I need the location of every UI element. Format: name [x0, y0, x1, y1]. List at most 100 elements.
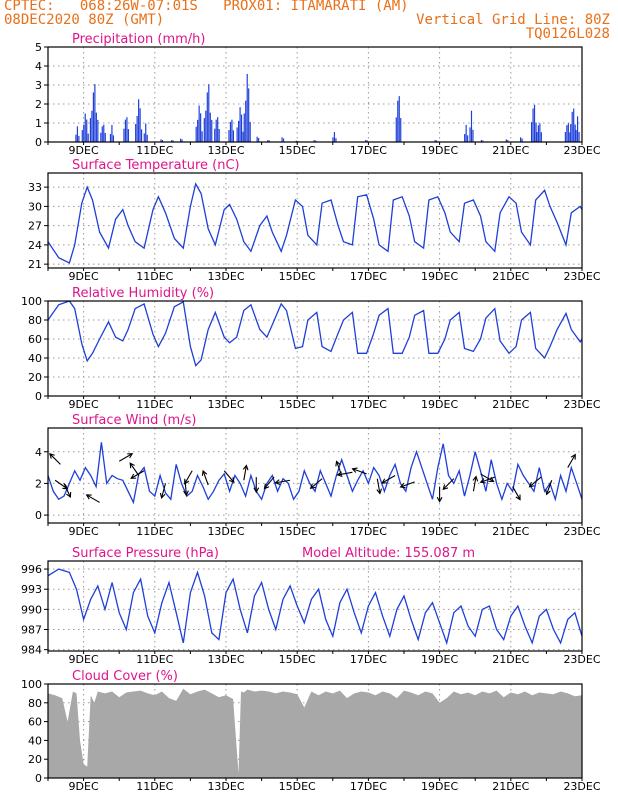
x-tick-label: 21DEC — [492, 144, 529, 157]
precip-bar — [507, 140, 509, 142]
precip-bar — [521, 138, 523, 142]
y-tick-label: 100 — [21, 295, 42, 308]
precip-bar — [136, 116, 138, 142]
x-tick-label: 15DEC — [279, 398, 316, 411]
y-tick-label: 984 — [21, 644, 42, 657]
precip-bar — [94, 84, 96, 142]
wind-vector — [335, 460, 343, 476]
x-tick-label: 19DEC — [421, 398, 458, 411]
precip-bar — [124, 119, 127, 142]
y-tick-label: 0 — [35, 772, 42, 785]
precip-bar — [161, 140, 164, 142]
precip-bar — [101, 126, 103, 142]
wind-vector — [479, 476, 495, 484]
precip-bar — [87, 133, 89, 142]
wind-arrowhead — [399, 482, 406, 489]
chart-panel-4: 0 2 4 9DEC 11DEC 13DEC 15DEC 17DEC 19DEC 21DEC 23D… — [35, 413, 601, 538]
y-tick-label: 33 — [28, 181, 42, 194]
precip-bar — [267, 140, 269, 142]
precip-bar — [465, 124, 467, 142]
plot-frame — [47, 300, 583, 397]
wind-shaft — [529, 476, 542, 488]
precip-bar — [536, 132, 538, 142]
precip-bar — [248, 88, 250, 142]
plot-area — [48, 182, 582, 264]
y-tick-label: 80 — [28, 697, 42, 710]
x-tick-label: 21DEC — [492, 270, 529, 283]
y-tick-label: 20 — [28, 753, 42, 766]
wind-shaft — [63, 483, 71, 498]
x-tick-label: 11DEC — [136, 144, 173, 157]
wind-vector — [436, 486, 443, 503]
precip-bar — [566, 125, 568, 142]
precip-bar — [139, 108, 141, 142]
precip-bar — [246, 73, 248, 142]
precip-bar — [232, 130, 235, 142]
precip-bar — [100, 132, 102, 142]
precip-bar — [181, 139, 183, 142]
precip-bar — [83, 124, 85, 142]
y-tick-label: 60 — [28, 333, 42, 346]
precip-bar — [268, 140, 270, 142]
precip-bar — [436, 140, 438, 142]
wind-arrowhead — [66, 491, 72, 499]
precip-bar — [211, 119, 213, 142]
x-tick-label: 9DEC — [69, 525, 99, 538]
precip-bar — [206, 92, 208, 142]
wind-arrowhead — [376, 488, 383, 495]
wind-vector — [184, 470, 193, 485]
x-tick-label: 17DEC — [350, 398, 387, 411]
chart-panel-3: 0 20 40 60 80 100 9DEC 11DEC 13DEC 15DEC 17DEC 19DE… — [21, 286, 601, 411]
y-tick-label: 40 — [28, 734, 42, 747]
wind-arrowhead — [335, 460, 341, 467]
precip-bar — [138, 99, 140, 142]
x-tick-label: 11DEC — [136, 398, 173, 411]
wind-arrowhead — [201, 469, 208, 476]
wind-shaft — [352, 468, 367, 475]
y-tick-label: 80 — [28, 314, 42, 327]
x-tick-label: 19DEC — [421, 270, 458, 283]
wind-arrowhead — [184, 478, 190, 485]
wind-shaft — [400, 481, 415, 488]
wind-arrowhead — [528, 481, 535, 488]
y-tick-label: 5 — [35, 41, 42, 54]
precip-bar — [141, 129, 143, 142]
precip-bar — [530, 122, 533, 142]
precip-bar — [578, 132, 580, 142]
wind-shaft — [381, 475, 396, 484]
plot-area — [48, 568, 582, 646]
wind-arrowhead — [351, 467, 358, 473]
plot-area — [48, 688, 582, 778]
wind-vector — [336, 471, 353, 478]
wind-arrowhead — [545, 489, 551, 496]
precip-bar — [256, 136, 258, 142]
x-tick-label: 9DEC — [69, 780, 99, 793]
header-line1: CPTEC: 068:26W-07:01S PROX01: ITAMARATI … — [4, 0, 409, 14]
wind-shaft — [480, 476, 495, 483]
x-tick-label: 17DEC — [350, 144, 387, 157]
x-tick-label: 19DEC — [421, 525, 458, 538]
wind-shaft — [161, 483, 167, 499]
wind-arrowhead — [309, 483, 316, 490]
precip-bar — [203, 118, 205, 142]
precip-bar — [540, 132, 542, 142]
header-model-id: TQ0126L028 — [525, 26, 610, 42]
y-tick-label: 27 — [28, 220, 42, 233]
x-tick-label: 19DEC — [421, 144, 458, 157]
precip-bar — [482, 140, 484, 142]
wind-shaft — [184, 470, 193, 485]
precip-bar — [197, 119, 199, 142]
wind-arrowhead — [263, 483, 270, 490]
x-tick-label: 15DEC — [279, 653, 316, 666]
precip-bar — [236, 127, 238, 142]
precip-bar — [400, 118, 402, 142]
precip-bar — [575, 130, 577, 142]
wind-vector — [472, 475, 479, 492]
wind-vector — [130, 470, 145, 479]
y-tick-label: 30 — [28, 200, 42, 213]
precip-bar — [195, 126, 197, 142]
precip-bar — [533, 104, 536, 142]
precip-bar — [573, 108, 575, 142]
precip-bar — [104, 132, 106, 142]
